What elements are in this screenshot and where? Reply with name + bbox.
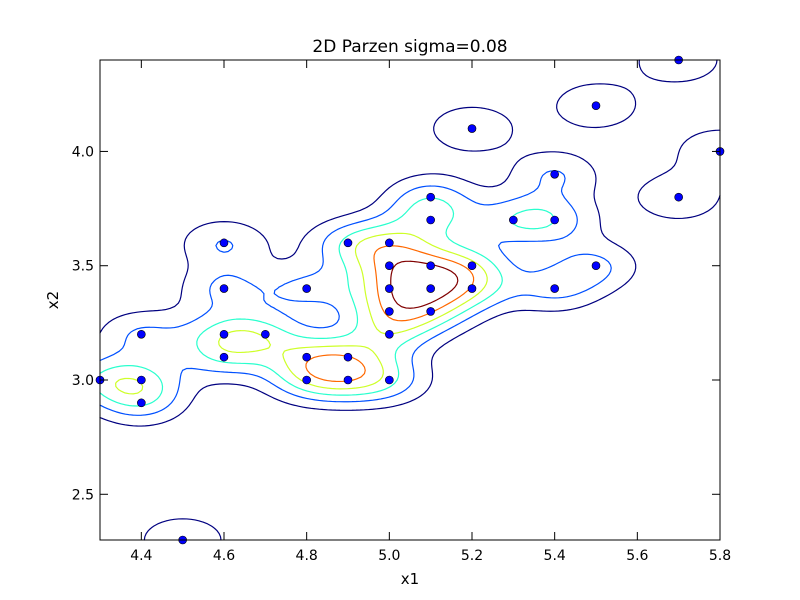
y-axis-label: x2 (44, 291, 62, 309)
contour-level-3 (99, 197, 555, 407)
data-point (343, 375, 353, 385)
y-tick-label: 2.5 (72, 487, 94, 503)
y-tick-label: 3.0 (72, 373, 94, 389)
x-tick-label: 5.2 (461, 548, 483, 564)
data-point (302, 352, 311, 362)
plot-frame (99, 59, 721, 541)
data-point (426, 307, 435, 316)
data-point (137, 375, 146, 385)
data-point (467, 124, 477, 133)
data-point (426, 215, 435, 225)
data-point (467, 284, 477, 293)
data-point (219, 329, 229, 339)
data-point (426, 192, 435, 202)
x-tick-label: 4.8 (296, 548, 318, 564)
data-point (137, 329, 146, 339)
data-point (219, 238, 229, 248)
x-axis-label: x1 (401, 570, 419, 588)
chart-title: 2D Parzen sigma=0.08 (312, 37, 507, 57)
data-point (385, 284, 394, 293)
data-point (591, 101, 601, 111)
data-point (385, 238, 394, 248)
x-tick-label: 5.4 (544, 548, 566, 564)
y-axis-ticks: 2.5 3.0 3.5 4.0 (72, 144, 720, 503)
data-point (509, 215, 518, 225)
data-point (591, 261, 601, 271)
y-tick-label: 3.5 (72, 259, 94, 275)
data-point (550, 215, 559, 225)
data-point (385, 307, 394, 316)
data-point (343, 238, 353, 248)
data-point (219, 352, 229, 362)
data-point (219, 284, 229, 293)
data-point (343, 352, 353, 362)
data-point (674, 192, 683, 202)
data-point (261, 329, 270, 339)
data-point (550, 284, 559, 293)
data-points (95, 55, 725, 545)
contour-lines (99, 59, 721, 541)
x-tick-label: 5.6 (626, 548, 648, 564)
x-tick-label: 4.6 (213, 548, 235, 564)
x-tick-label: 5.8 (709, 548, 731, 564)
data-point (385, 261, 394, 271)
data-point (302, 375, 311, 385)
y-tick-label: 4.0 (72, 144, 94, 160)
x-axis-ticks: 4.4 4.6 4.8 5.0 5.2 5.4 5.6 5.8 (130, 60, 731, 564)
data-point (426, 284, 435, 293)
data-point (467, 261, 477, 271)
data-point (302, 284, 311, 293)
data-point (137, 398, 146, 408)
data-point (550, 169, 559, 179)
data-point (385, 375, 394, 385)
data-point (426, 261, 435, 271)
contour-level-2 (99, 170, 612, 416)
contour-level-4 (115, 232, 488, 395)
x-tick-label: 4.4 (130, 548, 152, 564)
contour-level-1 (99, 59, 721, 541)
data-point (385, 329, 394, 339)
contour-level-6 (390, 260, 459, 309)
x-tick-label: 5.0 (378, 548, 400, 564)
